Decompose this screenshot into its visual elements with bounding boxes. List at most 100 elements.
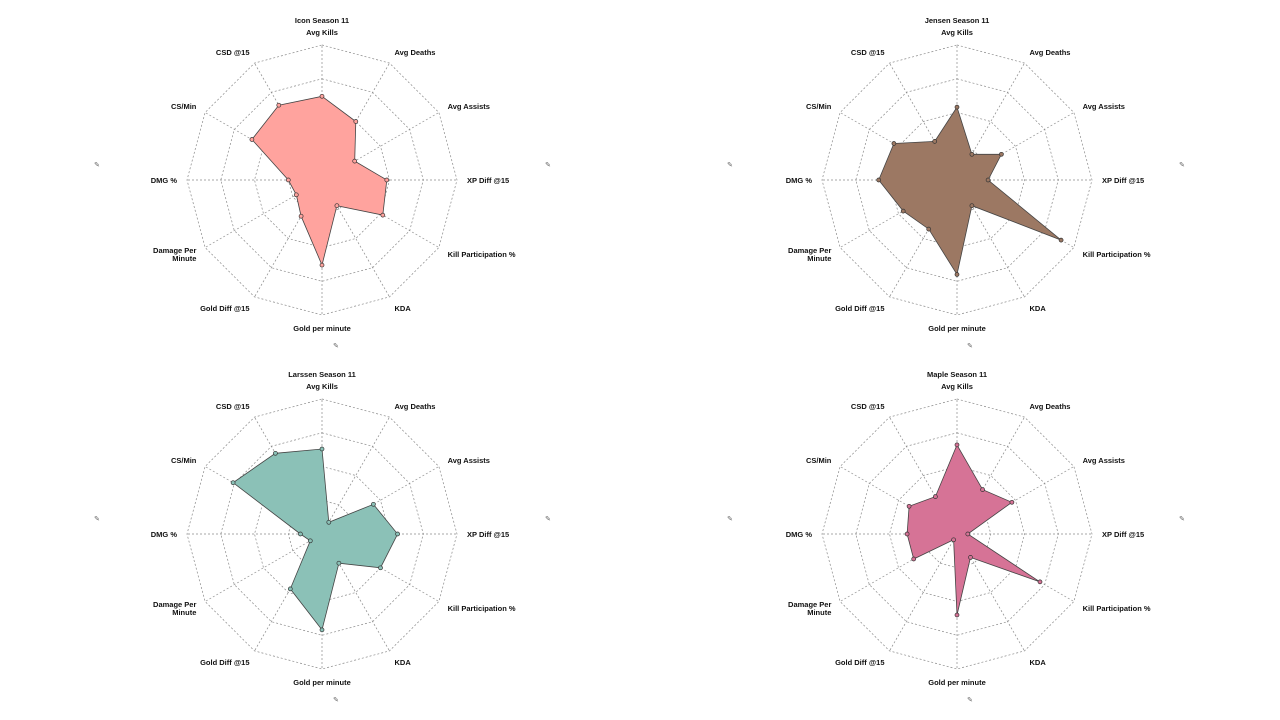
grid-spoke (839, 112, 958, 181)
pin-icon-left: ✎ (727, 516, 733, 523)
radar-panel-maple: Maple Season 11 Avg Kills Avg Deaths Avg A… (640, 360, 1280, 720)
data-point (230, 480, 236, 486)
data-point (293, 192, 299, 198)
data-point (371, 501, 376, 507)
axis-label: KDA (1030, 304, 1047, 313)
grid-spoke (254, 533, 323, 652)
radar-panel-jensen: Jensen Season 11 Avg Kills Avg Deaths Avg … (640, 0, 1280, 360)
axis-label: DMG % (151, 530, 178, 539)
grid-spoke (254, 416, 323, 535)
axis-label: KDA (1030, 658, 1047, 667)
axis-label: Gold Diff @15 (835, 304, 884, 313)
axis-label: XP Diff @15 (1102, 530, 1144, 539)
axis-label: Kill Participation % (448, 250, 516, 259)
axis-label: Avg Assists (1083, 102, 1125, 111)
grid-spoke (889, 416, 958, 535)
grid-spoke (321, 466, 440, 535)
axis-label: Damage Per Minute (788, 246, 831, 263)
grid-spoke (839, 466, 958, 535)
grid-spoke (956, 533, 1025, 652)
grid-spoke (839, 179, 958, 248)
data-point (352, 158, 358, 164)
axis-labels: Avg Kills Avg Deaths Avg Assists XP Diff @1… (151, 28, 516, 333)
grid-spoke (321, 533, 390, 652)
axis-label: XP Diff @15 (467, 176, 509, 185)
pin-icon-left: ✎ (727, 162, 733, 169)
axis-label: Gold Diff @15 (835, 658, 884, 667)
series-area (878, 106, 1062, 276)
data-point (395, 531, 400, 537)
data-point (249, 137, 255, 142)
pin-icon-bottom: ✎ (333, 343, 339, 350)
data-point (326, 519, 332, 525)
data-point (298, 531, 303, 537)
axis-label: Kill Participation % (448, 604, 516, 613)
grid-spoke (321, 179, 390, 298)
axis-label: Damage Per Minute (153, 600, 196, 617)
pin-icon-right: ✎ (1179, 516, 1185, 523)
grid-spoke (204, 112, 323, 181)
data-point (1037, 579, 1043, 585)
axis-label: Avg Deaths (1030, 402, 1071, 411)
axis-label: Gold per minute (928, 324, 986, 333)
axis-label: CS/Min (806, 456, 832, 465)
data-point (287, 586, 293, 592)
axis-label: Kill Participation % (1083, 604, 1151, 613)
data-point (932, 139, 938, 144)
axis-label: Damage Per Minute (788, 600, 831, 617)
data-point (969, 151, 975, 157)
series-area (906, 443, 1041, 616)
axis-label: Gold Diff @15 (200, 658, 249, 667)
chart-title: Larssen Season 11 (288, 370, 356, 379)
grid-spoke (839, 533, 958, 602)
axis-label: Avg Kills (941, 382, 973, 391)
data-point (911, 556, 917, 562)
grid-spoke (204, 533, 323, 602)
grid-spoke (956, 179, 1025, 298)
data-point (319, 627, 325, 633)
radar-series (876, 104, 1064, 277)
axis-label: Damage Per Minute (153, 246, 196, 263)
data-point (336, 560, 342, 566)
data-point (980, 487, 985, 492)
data-point (307, 538, 313, 544)
data-point (965, 531, 971, 537)
grid-spoke (956, 466, 1075, 535)
data-point (954, 272, 960, 277)
grid-spoke (956, 416, 1025, 535)
axis-labels: Avg Kills Avg Deaths Avg Assists XP Diff @1… (786, 382, 1151, 687)
grid-spoke (254, 62, 323, 181)
radar-grid (821, 398, 1093, 670)
axis-label: CS/Min (806, 102, 832, 111)
axis-label: Avg Deaths (395, 402, 436, 411)
radar-panel-larssen: Larssen Season 11 Avg Kills Avg Deaths Avg… (0, 360, 640, 720)
radar-series (230, 446, 400, 633)
grid-spoke (956, 112, 1075, 181)
data-point (969, 203, 975, 209)
axis-label: Avg Kills (941, 28, 973, 37)
axis-label: CSD @15 (851, 402, 885, 411)
data-point (999, 151, 1004, 157)
axis-label: Avg Kills (306, 382, 338, 391)
radar-chart-icon: Icon Season 11 Avg Kills Avg Deaths Avg As… (94, 16, 551, 350)
pin-icon-right: ✎ (545, 162, 551, 169)
data-point (954, 612, 960, 618)
grid-spoke (889, 533, 958, 652)
axis-label: Avg Kills (306, 28, 338, 37)
data-point (891, 141, 897, 146)
axis-label: CSD @15 (851, 48, 885, 57)
axis-label: DMG % (786, 530, 813, 539)
axis-label: Avg Assists (448, 456, 490, 465)
radar-series (904, 442, 1043, 618)
data-point (319, 446, 325, 452)
axis-label: CSD @15 (216, 48, 250, 57)
axis-label: Avg Deaths (395, 48, 436, 57)
data-point (906, 503, 912, 509)
axis-label: CS/Min (171, 456, 197, 465)
data-point (985, 177, 991, 183)
pin-icon-left: ✎ (94, 516, 100, 523)
chart-title: Jensen Season 11 (925, 16, 990, 25)
axis-label: Avg Deaths (1030, 48, 1071, 57)
radar-chart-maple: Maple Season 11 Avg Kills Avg Deaths Avg A… (727, 370, 1185, 704)
